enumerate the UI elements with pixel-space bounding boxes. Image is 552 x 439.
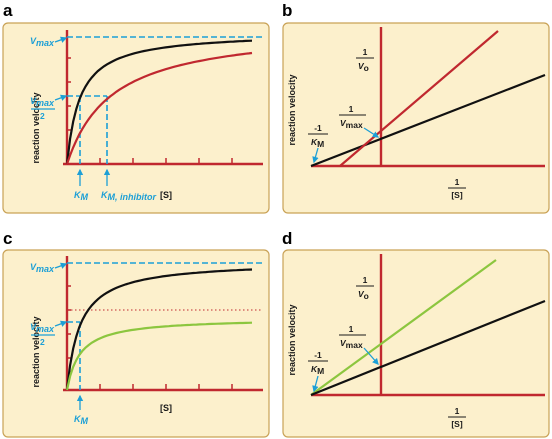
y-intercept-num-d: 1	[363, 275, 368, 285]
km-inhibitor-label-a: KM, inhibitor	[101, 190, 156, 202]
x-ticks-a	[99, 158, 233, 164]
uninhibited-curve-a	[65, 39, 253, 165]
half-vmax-denominator-a: 2	[40, 111, 45, 121]
guides-a	[67, 36, 262, 164]
half-vmax-label-a: Vmax	[30, 96, 55, 108]
half-vmax-arrow-c	[54, 320, 68, 327]
km-arrow-d	[312, 375, 319, 393]
x-den-d: [S]	[451, 419, 463, 429]
x-ticks-c	[99, 384, 233, 390]
vmax-den-b: Vmax	[340, 118, 363, 130]
uninhibited-line-b	[310, 73, 546, 168]
noncompetitive-curve-c	[65, 321, 253, 391]
y-intercept-den-d: Vo	[358, 289, 369, 301]
vmax-label-c: Vmax	[30, 262, 55, 274]
panel-letter-b: b	[282, 1, 292, 20]
vmax-num-d: 1	[349, 324, 354, 334]
vmax-arrow-a	[54, 36, 68, 43]
km-num-b: -1	[314, 123, 322, 133]
y-intercept-den-b: Vo	[358, 61, 369, 73]
panel-d: d reaction velocity 1 Vo 1 Vmax -1 KM 1 …	[282, 229, 550, 438]
vmax-arrow-c	[54, 262, 68, 269]
half-vmax-label-c: Vmax	[30, 322, 55, 334]
competitive-line-b	[339, 30, 499, 167]
panel-letter-d: d	[282, 229, 292, 248]
km-den-d: KM	[311, 364, 324, 376]
x-den-b: [S]	[451, 190, 463, 200]
y-intercept-num-b: 1	[363, 47, 368, 57]
guides-c	[67, 262, 262, 390]
half-vmax-arrow-a	[54, 94, 68, 101]
vmax-arrow-d	[363, 347, 379, 365]
panel-letter-a: a	[3, 1, 13, 20]
km-arrow-b	[312, 147, 319, 164]
y-axis-label-b: reaction velocity	[287, 74, 297, 145]
panel-letter-c: c	[3, 229, 12, 248]
vmax-label-a: Vmax	[30, 36, 55, 48]
y-axis-label-c: reaction velocity	[31, 316, 41, 387]
uninhibited-line-d	[310, 299, 546, 397]
x-num-d: 1	[455, 406, 460, 416]
x-num-b: 1	[455, 177, 460, 187]
panel-b: b reaction velocity 1 Vo 1 Vmax -1 KM 1 …	[282, 1, 550, 214]
competitive-curve-a	[65, 51, 253, 165]
panel-c: c reaction velocity Vmax Vmax 2 KM	[2, 229, 270, 438]
vmax-num-b: 1	[349, 104, 354, 114]
panel-b-background	[282, 22, 550, 214]
y-axis-label-a: reaction velocity	[31, 92, 41, 163]
km-num-d: -1	[314, 350, 322, 360]
panel-a-background	[2, 22, 270, 214]
uninhibited-curve-c	[65, 268, 253, 391]
y-axis-label-d: reaction velocity	[287, 304, 297, 375]
panel-a: a reaction velocity Vmax Vmax	[2, 1, 270, 214]
panel-d-background	[282, 249, 550, 438]
km-label-a: KM	[74, 190, 89, 202]
km-label-c: KM	[74, 414, 89, 426]
vmax-den-d: Vmax	[340, 338, 363, 350]
vmax-arrow-b	[363, 127, 380, 138]
x-axis-label-a: [S]	[160, 190, 172, 200]
km-den-b: KM	[311, 137, 324, 149]
noncompetitive-line-d	[310, 259, 497, 396]
x-axis-label-c: [S]	[160, 403, 172, 413]
y-ticks-a	[67, 57, 71, 131]
half-vmax-denominator-c: 2	[40, 337, 45, 347]
